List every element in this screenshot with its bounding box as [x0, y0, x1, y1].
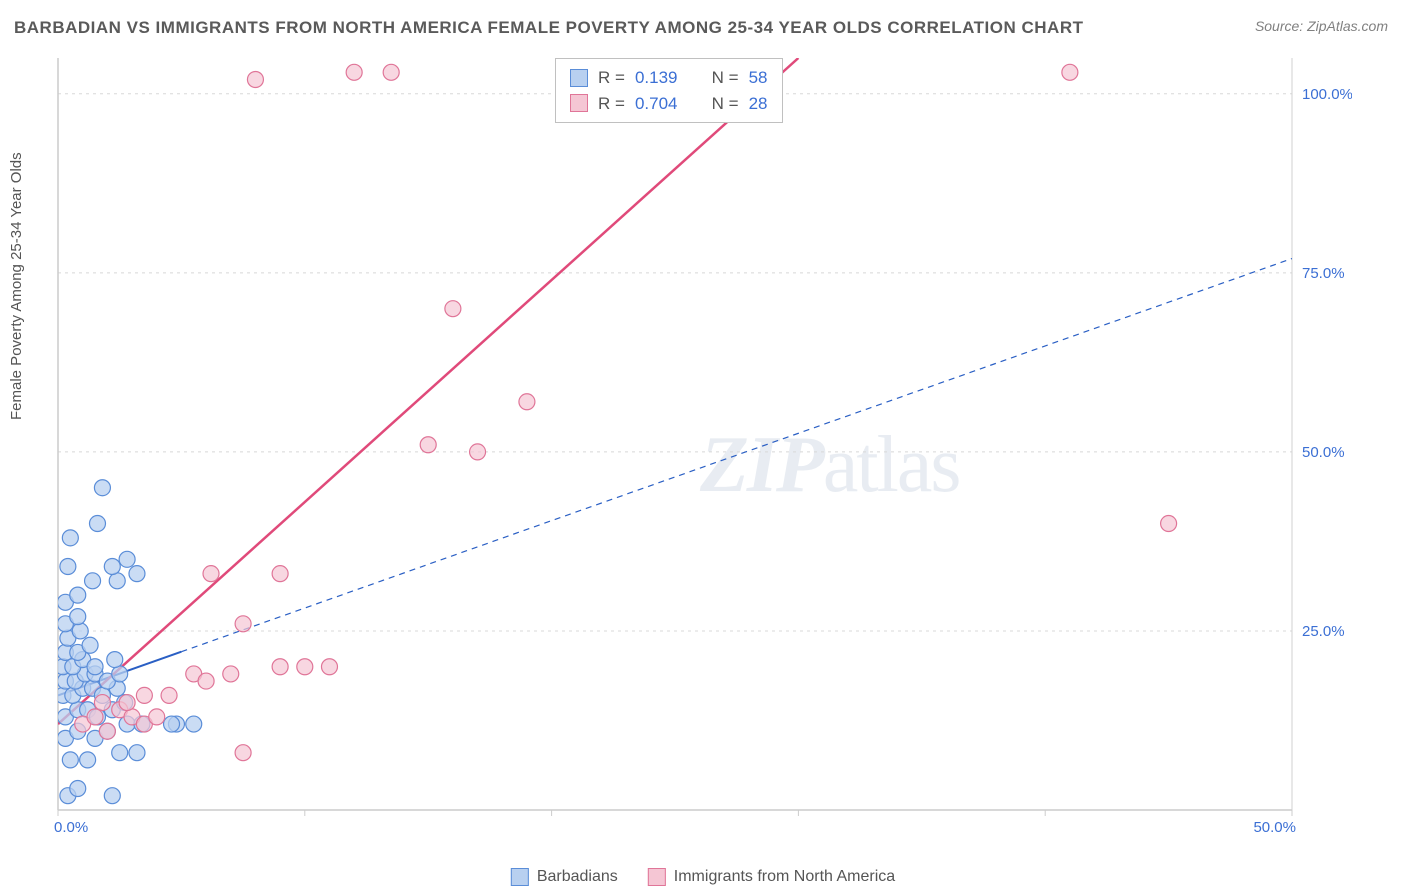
legend-label-barbadians: Barbadians: [537, 868, 618, 886]
svg-text:100.0%: 100.0%: [1302, 86, 1352, 103]
stats-n-label: N =: [712, 91, 739, 117]
stats-row: R = 0.139 N = 58: [570, 65, 768, 91]
stats-n-value: 28: [749, 91, 768, 117]
legend-swatch-immigrants: [648, 868, 666, 886]
stats-swatch: [570, 94, 588, 112]
source-credit: Source: ZipAtlas.com: [1255, 18, 1388, 34]
svg-text:50.0%: 50.0%: [1253, 819, 1296, 836]
svg-text:75.0%: 75.0%: [1302, 265, 1345, 282]
svg-text:0.0%: 0.0%: [54, 819, 88, 836]
legend-item-barbadians: Barbadians: [511, 868, 618, 886]
legend-swatch-barbadians: [511, 868, 529, 886]
bottom-legend: Barbadians Immigrants from North America: [511, 868, 895, 886]
stats-row: R = 0.704 N = 28: [570, 91, 768, 117]
stats-r-value: 0.139: [635, 65, 678, 91]
svg-text:50.0%: 50.0%: [1302, 444, 1345, 461]
stats-r-value: 0.704: [635, 91, 678, 117]
stats-swatch: [570, 69, 588, 87]
stats-box: R = 0.139 N = 58R = 0.704 N = 28: [555, 58, 783, 123]
stats-n-value: 58: [749, 65, 768, 91]
legend-label-immigrants: Immigrants from North America: [674, 868, 895, 886]
y-axis-label: Female Poverty Among 25-34 Year Olds: [8, 152, 25, 420]
legend-item-immigrants: Immigrants from North America: [648, 868, 895, 886]
stats-n-label: N =: [712, 65, 739, 91]
stats-r-label: R =: [598, 91, 625, 117]
chart-plot-area: 25.0% 50.0% 75.0% 100.0% 0.0% 50.0%: [52, 50, 1352, 840]
svg-text:25.0%: 25.0%: [1302, 623, 1345, 640]
scatter-plot-svg: 25.0% 50.0% 75.0% 100.0% 0.0% 50.0%: [52, 50, 1352, 840]
chart-title: BARBADIAN VS IMMIGRANTS FROM NORTH AMERI…: [14, 18, 1083, 38]
stats-r-label: R =: [598, 65, 625, 91]
